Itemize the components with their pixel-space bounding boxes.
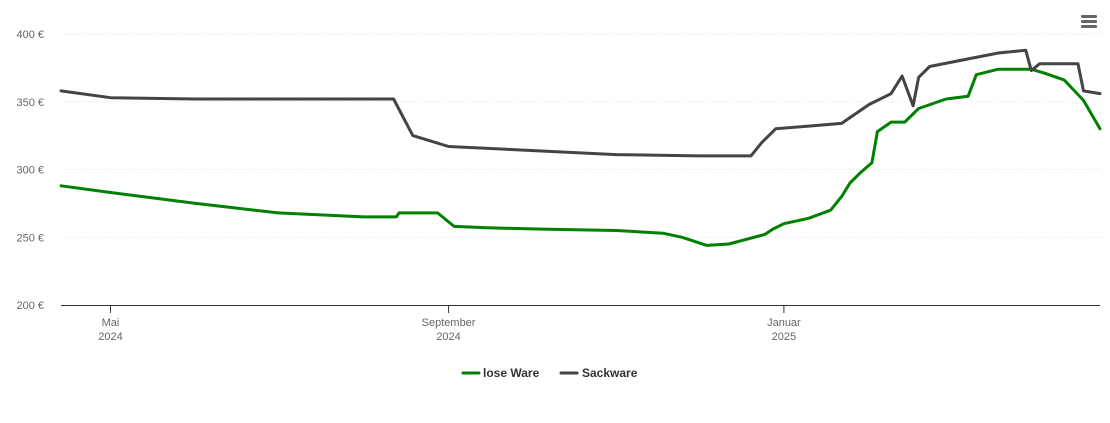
legend-item-lose-ware[interactable]: lose Ware [461, 366, 540, 380]
axes: 200 € 250 € 300 € 350 € 400 € Mai 2024 Septembe… [16, 29, 1100, 343]
grid-lines [61, 33, 1100, 238]
x-tick-year-label: 2024 [98, 331, 122, 343]
y-tick-label: 200 € [16, 300, 44, 312]
legend-label: lose Ware [483, 366, 540, 380]
x-tick-label: September [422, 317, 476, 329]
chart-menu-button[interactable] [1076, 9, 1102, 33]
series-lines [59, 48, 1102, 247]
series-line-sackware[interactable] [59, 48, 1102, 158]
y-tick-label: 300 € [16, 165, 44, 177]
series-line-lose-ware[interactable] [59, 67, 1102, 247]
x-tick-label: Mai [102, 317, 120, 329]
y-tick-label: 250 € [16, 232, 44, 244]
x-tick-label: Januar [767, 317, 801, 329]
hamburger-menu-icon [1081, 15, 1097, 28]
y-tick-label: 350 € [16, 97, 44, 109]
x-tick-year-label: 2025 [772, 331, 796, 343]
y-tick-label: 400 € [16, 29, 44, 41]
legend-item-sackware[interactable]: Sackware [559, 366, 638, 380]
legend[interactable]: lose Ware Sackware [461, 366, 638, 380]
x-tick-year-label: 2024 [436, 331, 460, 343]
legend-label: Sackware [582, 366, 638, 380]
